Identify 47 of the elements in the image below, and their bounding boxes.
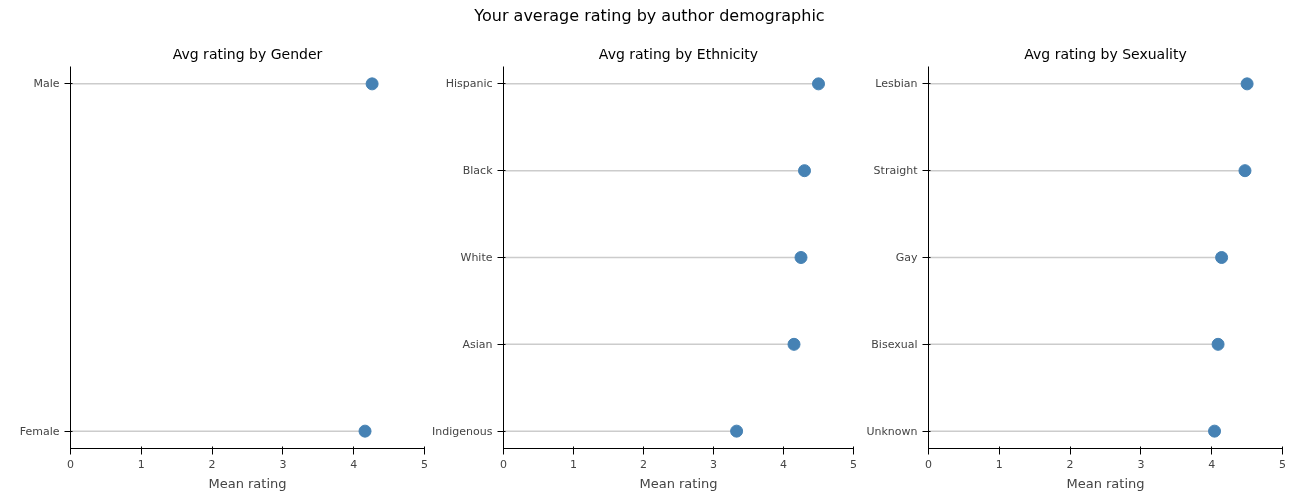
point — [798, 164, 811, 178]
y-tick-label: Indigenous — [432, 424, 493, 438]
x-tick-label: 0 — [925, 457, 932, 471]
chart-title: Avg rating by Ethnicity — [598, 45, 759, 62]
text: Your average rating by author demographic — [474, 5, 825, 27]
y-tick-label: Lesbian — [875, 77, 918, 91]
point — [787, 337, 801, 351]
y-tick-label: Female — [19, 424, 60, 438]
x-tick-label: 5 — [850, 457, 857, 471]
y-tick-label: Bisexual — [871, 337, 918, 351]
x-tick-label: 0 — [500, 457, 507, 471]
x-axis-title: Mean rating — [639, 475, 718, 491]
x-tick-label: 3 — [1137, 457, 1145, 471]
x-tick-label: 3 — [279, 457, 287, 471]
point — [1215, 251, 1229, 264]
x-tick-label: 2 — [640, 457, 647, 471]
y-tick-label: Black — [462, 164, 494, 178]
x-tick-label: 2 — [1066, 457, 1074, 471]
point — [812, 77, 825, 91]
x-tick-label: 0 — [67, 457, 74, 471]
y-tick-label: White — [460, 251, 493, 264]
x-tick-label: 4 — [350, 457, 358, 471]
point — [1211, 337, 1225, 351]
y-tick-label: Unknown — [866, 424, 918, 438]
x-tick-label: 4 — [780, 457, 787, 471]
point — [1240, 77, 1254, 91]
x-tick-label: 3 — [710, 457, 717, 471]
x-tick-label: 1 — [995, 457, 1003, 471]
y-tick-label: Asian — [462, 337, 493, 351]
point — [730, 424, 744, 438]
point — [1238, 164, 1252, 178]
chart-title: Avg rating by Gender — [172, 45, 323, 62]
point — [794, 251, 808, 264]
x-axis-title: Mean rating — [1066, 475, 1145, 491]
y-tick-label: Hispanic — [445, 77, 493, 91]
x-axis-title: Mean rating — [208, 475, 287, 491]
x-tick-label: 4 — [1208, 457, 1216, 471]
point — [1208, 424, 1222, 438]
x-tick-label: 5 — [421, 457, 428, 471]
y-tick-label: Straight — [873, 164, 919, 178]
x-tick-label: 1 — [570, 457, 577, 471]
chart-title: Avg rating by Sexuality — [1024, 45, 1187, 62]
x-tick-label: 1 — [137, 457, 145, 471]
x-tick-label: 2 — [208, 457, 216, 471]
y-tick-label: Gay — [895, 251, 918, 264]
y-tick-label: Male — [33, 77, 60, 91]
x-tick-label: 5 — [1279, 457, 1286, 471]
